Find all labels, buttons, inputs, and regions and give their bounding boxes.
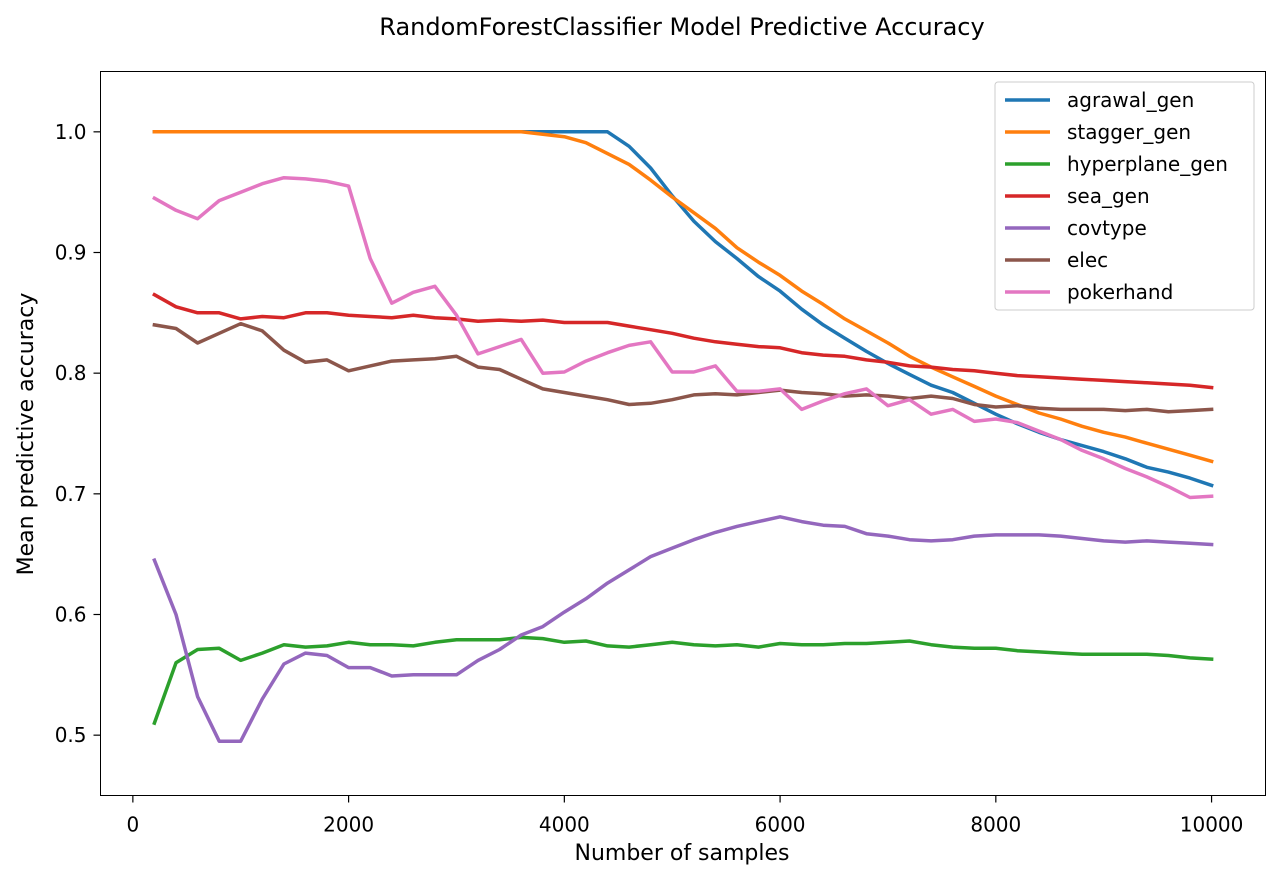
legend-label-sea-gen: sea_gen [1067,184,1150,208]
plot-frame [100,71,1266,796]
plot-area [152,130,1214,743]
y-tick-label: 0.7 [55,482,87,506]
y-tick-label: 0.5 [55,723,87,747]
x-axis: 0 2000 4000 6000 8000 10000 [126,795,1244,837]
chart-title: RandomForestClassifier Model Predictive … [379,13,984,41]
y-axis-label: Mean predictive accuracy [14,293,39,576]
x-tick-label: 4000 [539,813,590,837]
y-tick-label: 0.8 [55,361,87,385]
x-tick-label: 6000 [755,813,806,837]
legend-label-stagger-gen: stagger_gen [1067,120,1191,144]
series-line-covtype [152,515,1214,743]
y-tick-label: 0.6 [55,603,87,627]
series-line-hyperplane-gen [152,635,1214,726]
x-tick-label: 0 [126,813,139,837]
legend-label-agrawal-gen: agrawal_gen [1067,88,1194,112]
x-tick-label: 10000 [1180,813,1244,837]
y-tick-label: 1.0 [55,120,87,144]
legend-label-elec: elec [1067,248,1108,272]
legend-label-pokerhand: pokerhand [1067,280,1173,304]
series-line-sea-gen [152,292,1214,390]
legend-label-covtype: covtype [1067,216,1147,240]
legend-label-hyperplane-gen: hyperplane_gen [1067,152,1228,176]
series-line-elec [152,321,1214,414]
legend: agrawal_gen stagger_gen hyperplane_gen sea_… [994,81,1255,311]
y-tick-label: 0.9 [55,241,87,265]
series-line-pokerhand [152,175,1214,500]
x-tick-label: 2000 [323,813,374,837]
x-tick-label: 8000 [970,813,1021,837]
series-line-stagger-gen [152,130,1214,464]
x-axis-label: Number of samples [574,841,789,866]
legend-box [994,81,1255,311]
y-axis: 0.5 0.6 0.7 0.8 0.9 1.0 [55,120,101,747]
